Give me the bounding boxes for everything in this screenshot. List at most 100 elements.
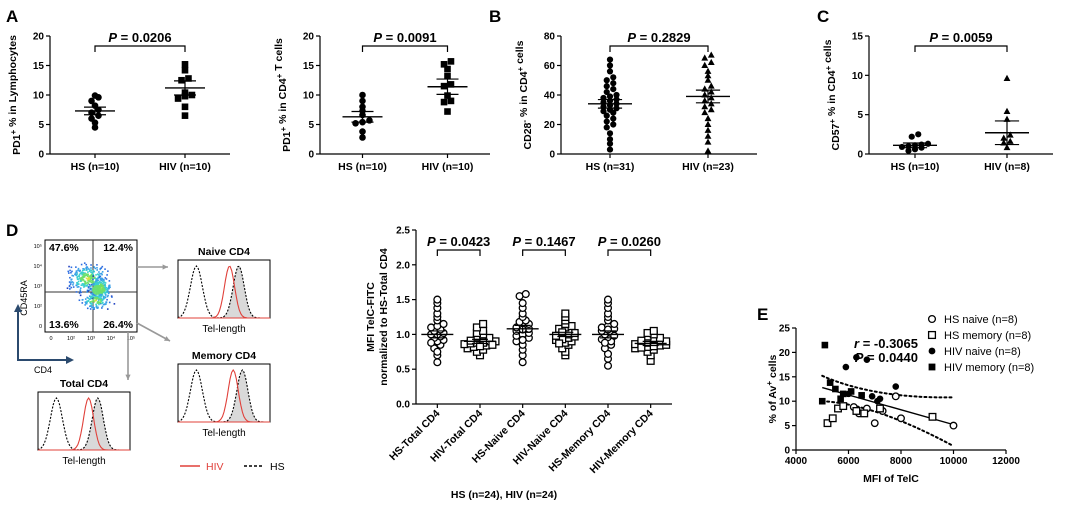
- event-dot: [104, 303, 106, 306]
- legend-label: HS memory (n=8): [944, 330, 1031, 342]
- data-point: [1006, 131, 1014, 138]
- quadrant-label: 26.4%: [103, 319, 133, 331]
- event-dot: [95, 278, 98, 280]
- event-dot: [81, 273, 84, 276]
- data-point: [603, 77, 610, 84]
- event-dot: [101, 273, 103, 276]
- event-dot: [74, 272, 77, 274]
- event-dot: [95, 298, 98, 301]
- event-dot: [69, 269, 71, 272]
- data-point: [915, 131, 922, 138]
- event-dot: [91, 293, 94, 296]
- event-dot: [75, 284, 78, 287]
- p-value: P = 0.1467: [512, 234, 575, 249]
- event-dot: [99, 275, 102, 278]
- y-tick-label: 0: [39, 324, 42, 330]
- data-point: [897, 414, 905, 423]
- event-dot: [82, 284, 84, 287]
- p-symbol: P: [929, 30, 938, 45]
- data-point: [828, 414, 837, 423]
- data-point: [704, 114, 712, 122]
- event-dot: [90, 273, 93, 276]
- event-dot: [96, 273, 99, 275]
- data-point: [518, 299, 527, 308]
- event-dot: [107, 294, 109, 297]
- event-dot: [103, 290, 105, 293]
- data-point: [606, 136, 614, 143]
- x-axis-label: MFI of TelC: [863, 473, 919, 485]
- event-dot: [87, 281, 89, 284]
- histogram-curve: [38, 396, 130, 451]
- event-dot: [92, 278, 94, 281]
- event-dot: [91, 300, 93, 303]
- event-dot: [89, 276, 91, 278]
- data-point: [606, 140, 614, 147]
- y-tick-label: 10: [33, 91, 45, 102]
- data-point: [606, 68, 614, 75]
- event-dot: [87, 268, 90, 270]
- data-point: [839, 402, 848, 411]
- y-axis-label: % of Av+ cells: [765, 355, 779, 424]
- event-dot: [94, 267, 97, 270]
- data-point: [701, 103, 709, 110]
- data-point: [603, 124, 610, 131]
- event-dot: [74, 273, 76, 276]
- event-dot: [86, 291, 88, 293]
- data-point: [606, 130, 614, 137]
- data-point: [927, 314, 937, 324]
- event-dot: [108, 285, 110, 288]
- data-point: [174, 95, 182, 102]
- x-tick-label: 6000: [837, 456, 860, 467]
- event-dot: [94, 277, 97, 280]
- p-symbol: P: [598, 234, 607, 249]
- event-dot: [98, 301, 100, 304]
- event-dot: [106, 288, 108, 291]
- histogram: Total CD4 Tel-length: [37, 378, 131, 467]
- gating-arrow: [136, 322, 171, 342]
- event-dot: [82, 278, 85, 281]
- event-dot: [77, 269, 79, 272]
- event-dot: [113, 303, 116, 305]
- x-tick-label: 10⁵: [127, 335, 135, 342]
- event-dot: [102, 301, 104, 304]
- event-dot: [94, 284, 96, 287]
- event-dot: [89, 308, 92, 310]
- chart-D: 0.00.51.01.52.02.5HS-Total CD4HIV-Total …: [365, 226, 672, 501]
- event-dot: [83, 275, 85, 278]
- event-dot: [90, 304, 93, 306]
- event-dot: [84, 280, 87, 283]
- event-dot: [82, 272, 85, 274]
- p-number: = 0.1467: [521, 234, 576, 249]
- event-dot: [98, 275, 101, 277]
- data-point: [613, 91, 620, 99]
- data-point: [1003, 107, 1011, 114]
- event-dot: [104, 285, 107, 287]
- event-dot: [87, 282, 90, 285]
- data-point: [949, 421, 958, 430]
- superscript: +: [516, 66, 525, 71]
- stat-symbol: r: [854, 336, 860, 351]
- data-point: [928, 363, 936, 371]
- event-dot: [77, 286, 80, 288]
- data-point: [359, 91, 366, 99]
- y-tick-label: 20: [544, 120, 556, 131]
- event-dot: [105, 278, 108, 280]
- event-dot: [80, 263, 83, 266]
- event-dot: [86, 307, 89, 310]
- event-dot: [84, 273, 86, 275]
- data-point: [606, 146, 614, 153]
- data-point: [1003, 115, 1011, 122]
- event-dot: [110, 295, 113, 297]
- data-point: [818, 397, 826, 405]
- panel-letter: E: [757, 305, 768, 324]
- event-dot: [99, 278, 102, 281]
- event-dot: [82, 267, 84, 270]
- significance-bracket: [522, 249, 566, 256]
- x-tick-label: 10000: [940, 456, 968, 467]
- event-dot: [96, 266, 98, 269]
- data-point: [852, 407, 861, 415]
- event-dot: [86, 300, 88, 303]
- data-point: [359, 97, 366, 105]
- chart-E: 0 5 10 15 20 25 4000 6000 8000 10000 12000 r = -0.3…: [765, 314, 1034, 485]
- x-tick-label: HIV (n=10): [422, 161, 474, 173]
